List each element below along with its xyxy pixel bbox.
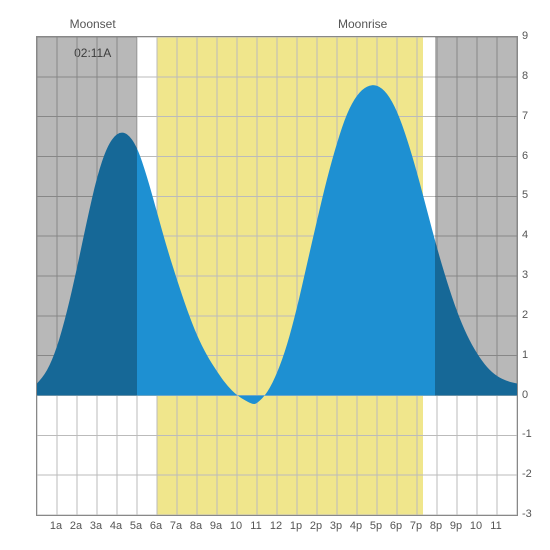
night-shade-layer (37, 37, 517, 515)
x-tick-label: 1p (290, 520, 302, 532)
night-shade-band (37, 37, 137, 396)
y-tick-label: 4 (522, 229, 528, 241)
y-tick-label: 1 (522, 349, 528, 361)
x-tick-label: 2a (70, 520, 82, 532)
x-tick-label: 11 (490, 520, 501, 532)
x-tick-label: 2p (310, 520, 322, 532)
x-tick-label: 6p (390, 520, 402, 532)
x-tick-label: 10 (470, 520, 482, 532)
y-tick-label: 3 (522, 269, 528, 281)
moonset-title: Moonset (70, 17, 116, 31)
x-tick-label: 12 (270, 520, 282, 532)
night-shade-band (435, 37, 517, 396)
x-tick-label: 5a (130, 520, 142, 532)
x-tick-label: 6a (150, 520, 162, 532)
x-tick-label: 8a (190, 520, 202, 532)
x-tick-label: 10 (230, 520, 242, 532)
y-tick-label: 5 (522, 189, 528, 201)
y-tick-label: -2 (522, 468, 532, 480)
moonrise-title: Moonrise (338, 17, 387, 31)
y-tick-label: 8 (522, 70, 528, 82)
x-tick-label: 9a (210, 520, 222, 532)
x-tick-label: 3p (330, 520, 342, 532)
x-tick-label: 5p (370, 520, 382, 532)
y-tick-label: 7 (522, 110, 528, 122)
x-tick-label: 1a (50, 520, 62, 532)
y-tick-label: 2 (522, 309, 528, 321)
x-tick-label: 7a (170, 520, 182, 532)
y-tick-label: 9 (522, 30, 528, 42)
y-tick-label: -1 (522, 428, 532, 440)
tide-chart: Moonset 02:11A Moonrise 04:13P 1a2a3a4a5… (0, 0, 550, 550)
y-tick-label: -3 (522, 508, 532, 520)
x-tick-label: 4p (350, 520, 362, 532)
plot-area (36, 36, 518, 516)
y-tick-label: 6 (522, 150, 528, 162)
x-tick-label: 3a (90, 520, 102, 532)
y-tick-label: 0 (522, 389, 528, 401)
x-tick-label: 8p (430, 520, 442, 532)
x-tick-label: 4a (110, 520, 122, 532)
x-tick-label: 9p (450, 520, 462, 532)
x-tick-label: 11 (250, 520, 261, 532)
x-tick-label: 7p (410, 520, 422, 532)
